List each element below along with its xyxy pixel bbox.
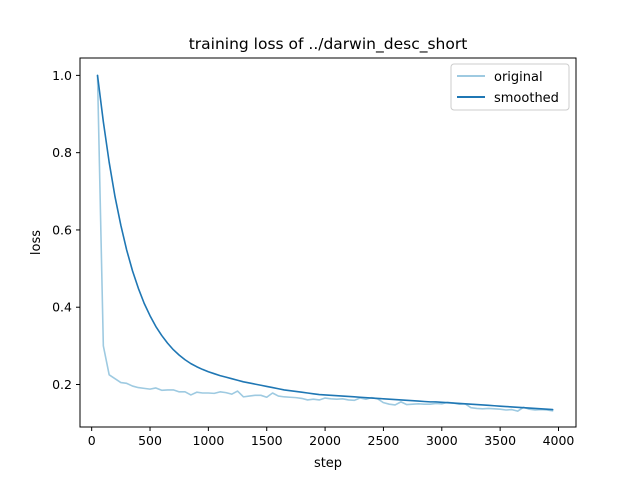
plot-area: [96, 74, 554, 412]
y-tick-label: 1.0: [52, 68, 72, 83]
x-tick-label: 2500: [368, 433, 400, 448]
y-tick-label: 0.4: [52, 300, 72, 315]
x-tick-label: 1500: [251, 433, 283, 448]
legend-label-original: original: [494, 70, 543, 85]
x-tick-label: 4000: [543, 433, 575, 448]
x-tick-label: 2000: [309, 433, 341, 448]
x-tick-label: 1000: [192, 433, 224, 448]
series-line-original: [96, 74, 554, 412]
chart-title: training loss of ../darwin_desc_short: [189, 35, 468, 54]
legend-label-smoothed: smoothed: [494, 91, 559, 106]
x-axis-label: step: [314, 456, 342, 471]
y-tick-label: 0.2: [52, 377, 72, 392]
y-axis: 0.2 0.4 0.6 0.8 1.0: [52, 68, 80, 392]
x-tick-label: 0: [88, 433, 96, 448]
x-tick-label: 500: [138, 433, 162, 448]
x-axis: 0 500 1000 1500 2000 2500 3000 3500 4000: [88, 427, 575, 448]
series-line-smoothed: [96, 74, 554, 411]
legend: original smoothed: [450, 63, 570, 111]
x-tick-label: 3500: [484, 433, 516, 448]
y-tick-label: 0.8: [52, 145, 72, 160]
x-tick-label: 3000: [426, 433, 458, 448]
y-axis-label: loss: [29, 230, 44, 255]
axes-frame: [79, 57, 577, 428]
y-tick-label: 0.6: [52, 222, 72, 237]
